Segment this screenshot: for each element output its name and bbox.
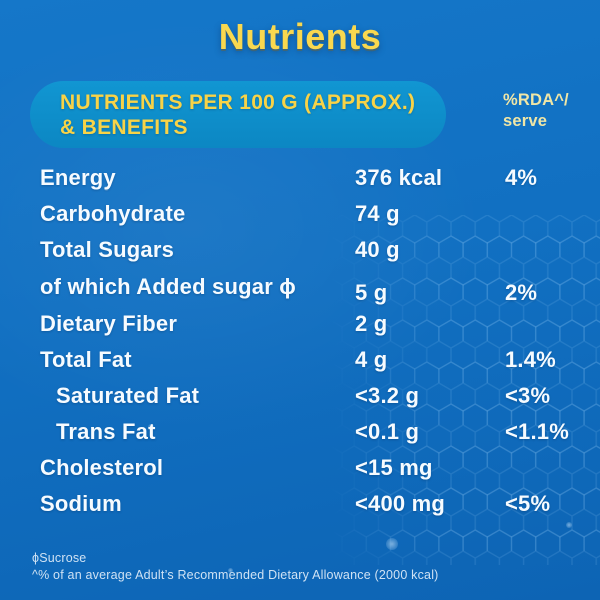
bokeh-dot [386, 538, 398, 550]
nutrient-value: <400 mg [355, 491, 446, 516]
footnote-rda-definition: ^% of an average Adult’s Recommended Die… [32, 568, 439, 582]
nutrient-label: Dietary Fiber [40, 311, 178, 336]
bokeh-dot [228, 568, 233, 573]
footnotes: ϕSucrose ^% of an average Adult’s Recomm… [32, 550, 439, 584]
table-header-box: NUTRIENTS PER 100 G (APPROX.) & BENEFITS [30, 81, 446, 148]
nutrient-label: Trans Fat [56, 419, 156, 444]
table-row-added-sugar: of which Added sugar ϕ 5 g 2% [40, 268, 585, 305]
nutrient-label: Total Fat [40, 347, 132, 372]
nutrient-rda: 4% [505, 165, 538, 190]
nutrient-label: of which Added sugar ϕ [40, 274, 296, 299]
table-row-total-sugars: Total Sugars 40 g [40, 232, 585, 268]
nutrient-label: Saturated Fat [56, 383, 200, 408]
table-row-saturated-fat: Saturated Fat <3.2 g <3% [40, 378, 585, 414]
table-row-sodium: Sodium <400 mg <5% [40, 486, 585, 522]
table-row-dietary-fiber: Dietary Fiber 2 g [40, 306, 585, 342]
nutrient-rda: 2% [505, 280, 538, 305]
nutrient-value: 40 g [355, 237, 400, 262]
rda-header-line2: serve [503, 112, 548, 130]
nutrient-value: 376 kcal [355, 165, 443, 190]
nutrient-value: <0.1 g [355, 419, 420, 444]
nutrient-label: Sodium [40, 491, 122, 516]
table-row-cholesterol: Cholesterol <15 mg [40, 450, 585, 486]
nutrient-label: Total Sugars [40, 237, 175, 262]
table-header-line2: & BENEFITS [60, 116, 188, 139]
page-title: Nutrients [218, 16, 382, 57]
nutrients-table: Energy 376 kcal 4% Carbohydrate 74 g Tot… [40, 160, 585, 522]
nutrient-label: Energy [40, 165, 116, 190]
honeycomb-pattern-decoration [330, 215, 600, 565]
nutrient-rda: <5% [505, 491, 551, 516]
nutrient-rda: 1.4% [505, 347, 556, 372]
table-row-carbohydrate: Carbohydrate 74 g [40, 196, 585, 232]
rda-header-line1: %RDA^/ [503, 91, 569, 109]
table-row-total-fat: Total Fat 4 g 1.4% [40, 342, 585, 378]
nutrient-rda: <3% [505, 383, 551, 408]
bokeh-dot [566, 522, 572, 528]
table-header-line1: NUTRIENTS PER 100 G (APPROX.) [60, 91, 416, 114]
nutrient-label: Carbohydrate [40, 201, 186, 226]
nutrient-value: 2 g [355, 311, 388, 336]
nutrient-value: <3.2 g [355, 383, 420, 408]
bokeh-dot [148, 424, 154, 430]
table-row-energy: Energy 376 kcal 4% [40, 160, 585, 196]
rda-column-header: %RDA^/ serve [503, 90, 569, 132]
nutrient-value: 4 g [355, 347, 388, 372]
bokeh-dot [104, 186, 109, 191]
nutrient-value: <15 mg [355, 455, 433, 480]
table-row-trans-fat: Trans Fat <0.1 g <1.1% [40, 414, 585, 450]
nutrient-value: 74 g [355, 201, 400, 226]
nutrient-value: 5 g [355, 280, 388, 305]
nutrient-label: Cholesterol [40, 455, 164, 480]
nutrient-rda: <1.1% [505, 419, 569, 444]
footnote-sucrose: ϕSucrose [32, 551, 87, 565]
